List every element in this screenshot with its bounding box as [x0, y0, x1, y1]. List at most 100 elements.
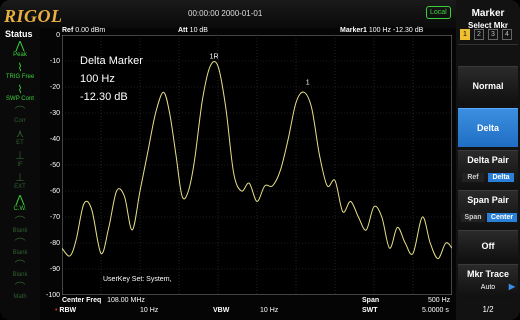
marker-readout-freq: 100 Hz — [368, 27, 391, 34]
attenuation: Att 10 dB — [178, 27, 208, 34]
mkr-trace-label: Mkr Trace — [466, 269, 510, 279]
status-item: ⌒ Corr — [3, 106, 37, 132]
status-item-label: Blank — [12, 228, 28, 234]
y-tick-label: -30 — [49, 110, 60, 117]
status-item: ⋏ ET — [3, 128, 37, 154]
status-item: ⌇ SWP Cont — [3, 84, 37, 110]
local-badge: Local — [426, 6, 451, 19]
span-pair-label: Span Pair — [467, 195, 509, 205]
marker-select-2[interactable]: 2 — [474, 29, 484, 40]
status-item-label: Blank — [12, 272, 28, 278]
delta-pair-label: Delta Pair — [467, 155, 509, 165]
delta-marker-label: 1 — [306, 80, 310, 87]
swt-label-text: SWT — [362, 307, 378, 314]
marker-select-3[interactable]: 3 — [488, 29, 498, 40]
y-tick-label: -50 — [49, 162, 60, 169]
menu-title: Marker — [471, 8, 505, 19]
page-indicator[interactable]: 1/2 — [482, 305, 494, 314]
status-item: ⋀ Peak — [3, 40, 37, 66]
status-item: ⌇ TRIG Free — [3, 62, 37, 88]
rbw: • RBW — [55, 307, 76, 314]
delta-marker-level: -12.30 dB — [80, 91, 128, 103]
status-item: ⌒ Blank — [3, 238, 37, 264]
span-value: 500 Hz — [428, 297, 451, 304]
brand-logo: RIGOL — [4, 6, 63, 26]
swp-icon: ⌇ — [17, 84, 23, 96]
ref-marker-label: 1R — [210, 54, 219, 61]
y-tick-label: -80 — [49, 240, 60, 247]
att-value: 10 dB — [189, 27, 208, 34]
spectrum-trace — [62, 61, 452, 260]
marker-readout-label: Marker1 — [340, 27, 367, 34]
status-item: ⋀ C.W. — [3, 194, 37, 220]
datetime: 00:00:00 2000-01-01 — [188, 9, 263, 18]
peak-icon: ⋀ — [15, 40, 25, 52]
status-item-label: EXT — [14, 184, 26, 190]
y-tick-label: -40 — [49, 136, 60, 143]
delta-pair-button[interactable]: Delta Pair Ref Delta — [458, 150, 518, 189]
delta-button[interactable]: Delta — [458, 108, 518, 147]
status-item: ⌒ Blank — [3, 260, 37, 286]
blank3-icon: ⌒ — [14, 260, 26, 272]
status-item-label: ET — [16, 140, 24, 146]
blank2-icon: ⌒ — [14, 238, 26, 250]
y-tick-label: -10 — [49, 58, 60, 65]
cw-icon: ⋀ — [15, 194, 25, 206]
y-tick-label: -70 — [49, 214, 60, 221]
status-item-label: Math — [13, 294, 27, 300]
span-pair-center: Center — [487, 213, 517, 222]
span-label-bottom: Span — [362, 297, 379, 304]
span-label: Span — [362, 297, 380, 304]
ifft-icon: ⊥ — [15, 150, 25, 162]
normal-button[interactable]: Normal — [458, 66, 518, 105]
status-item-label: Blank — [12, 250, 28, 256]
y-tick-label: -90 — [49, 266, 60, 273]
status-item-label: Corr — [14, 118, 26, 124]
marker-readout: Marker1 100 Hz -12.30 dB — [340, 27, 423, 34]
ext2-icon: ⊥ — [15, 172, 25, 184]
y-tick-label: -100 — [45, 292, 60, 299]
att-label: Att — [178, 27, 188, 34]
marker-select-4[interactable]: 4 — [502, 29, 512, 40]
status-item-label: IF — [17, 162, 23, 168]
status-title: Status — [5, 29, 33, 39]
center-freq-value: 108.00 MHz — [107, 297, 145, 304]
vbw-label-text: VBW — [213, 307, 230, 314]
status-item: ⊥ IF — [3, 150, 37, 176]
ext-icon: ⋏ — [15, 128, 25, 140]
trig-icon: ⌇ — [17, 62, 23, 74]
rbw-indicator-icon: • — [55, 307, 58, 314]
corr-icon: ⌒ — [14, 106, 26, 118]
delta-pair-ref: Ref — [462, 173, 484, 182]
select-mkr-label: Select Mkr — [467, 21, 509, 30]
center-freq: Center Freq 108.00 MHz — [62, 297, 145, 304]
y-tick-label: -60 — [49, 188, 60, 195]
status-item-label: C.W. — [13, 206, 27, 212]
swt-label: SWT — [362, 307, 378, 314]
mkr-trace-button[interactable]: Mkr Trace Auto ▶ — [458, 264, 518, 297]
status-item-label: Peak — [13, 52, 27, 58]
delta-marker-freq: 100 Hz — [80, 73, 115, 85]
status-item: ⌒ Blank — [3, 216, 37, 242]
marker-select-1[interactable]: 1 — [460, 29, 470, 40]
vbw-value: 10 Hz — [260, 307, 279, 314]
vbw-label: VBW — [213, 307, 229, 314]
spectrum-plot[interactable]: 1R 1 — [62, 35, 452, 295]
marker-readout-level: -12.30 dB — [392, 27, 424, 34]
off-button[interactable]: Off — [458, 230, 518, 261]
y-tick-label: -20 — [49, 84, 60, 91]
mkr-trace-value: Auto — [480, 284, 496, 291]
ref-label: Ref — [62, 27, 74, 34]
status-item: ⊥ EXT — [3, 172, 37, 198]
span-pair-button[interactable]: Span Pair Span Center — [458, 190, 518, 229]
chevron-right-icon: ▶ — [508, 282, 515, 291]
status-item-label: SWP Cont — [6, 96, 34, 102]
swt-value: 5.0000 s — [422, 307, 449, 314]
rbw-label: RBW — [59, 307, 77, 314]
menu-divider — [458, 44, 518, 45]
center-freq-label: Center Freq — [62, 297, 102, 304]
delta-marker-title: Delta Marker — [80, 55, 143, 67]
y-tick-label: 0 — [56, 32, 60, 39]
